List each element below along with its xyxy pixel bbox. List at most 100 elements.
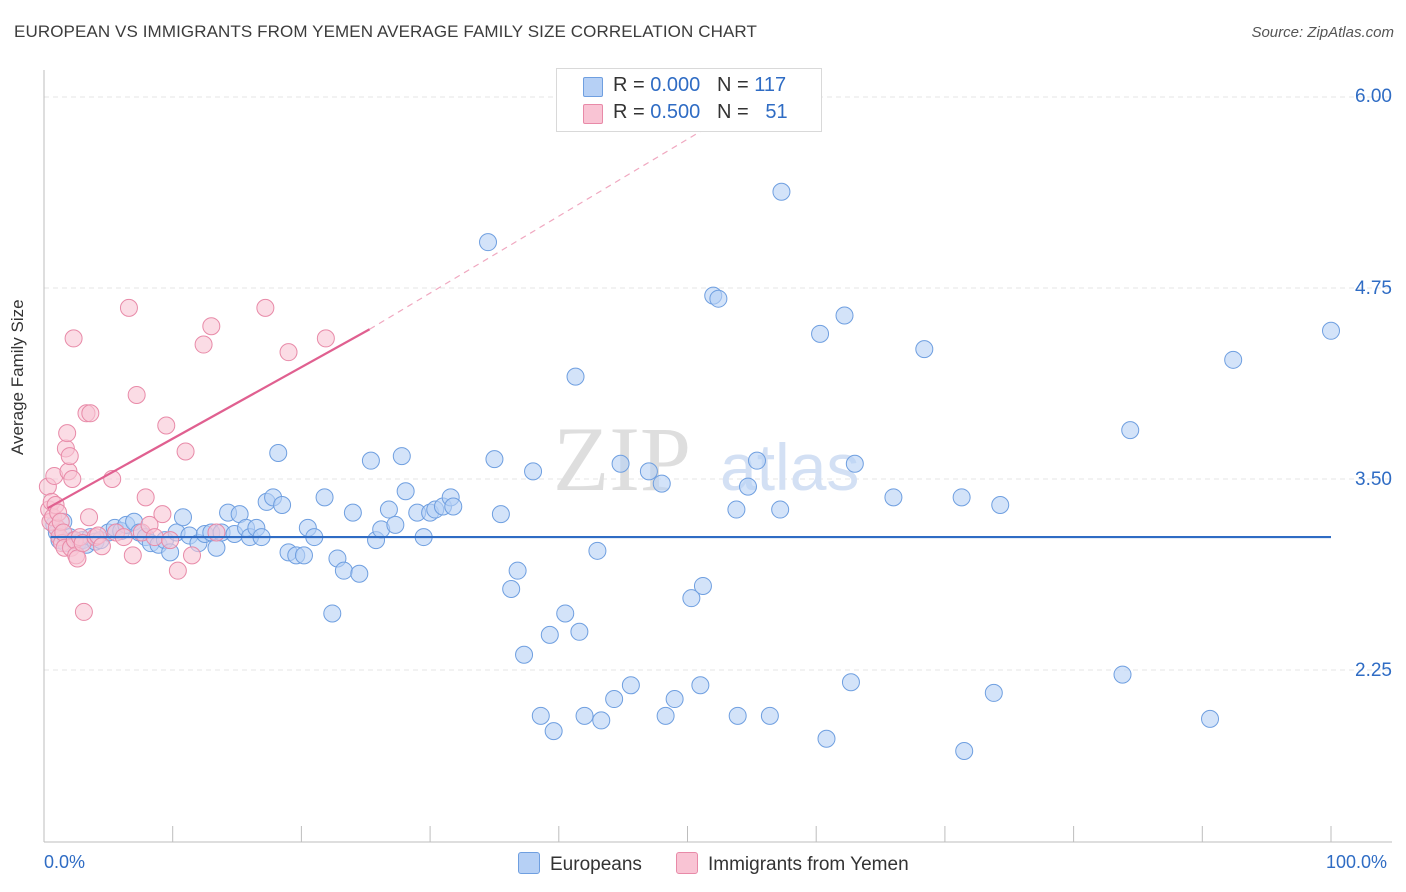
point-europeans: [515, 645, 534, 664]
point-yemen: [127, 385, 146, 404]
point-europeans: [508, 561, 527, 580]
point-europeans: [294, 546, 313, 565]
legend-item-yemen: Immigrants from Yemen: [676, 852, 909, 876]
point-europeans: [531, 706, 550, 725]
point-yemen: [60, 447, 79, 466]
point-europeans: [835, 306, 854, 325]
legend-n-label: N =: [716, 74, 755, 96]
legend-r-label: R =: [613, 74, 651, 96]
point-europeans: [386, 515, 405, 534]
point-europeans: [343, 503, 362, 522]
x-tick-label-min: 0.0%: [44, 852, 86, 872]
point-europeans: [570, 622, 589, 641]
axes: [43, 70, 1392, 843]
point-europeans: [652, 474, 671, 493]
point-yemen: [68, 549, 87, 568]
legend-item-europeans: Europeans: [518, 852, 642, 876]
point-europeans: [269, 444, 288, 463]
point-yemen: [279, 343, 298, 362]
legend-label-europeans: Europeans: [550, 854, 642, 875]
series-yemen: [38, 298, 335, 621]
point-yemen: [256, 298, 275, 317]
point-europeans: [747, 451, 766, 470]
point-europeans: [392, 447, 411, 466]
point-yemen: [183, 546, 202, 565]
legend-n-value: 117: [754, 74, 787, 96]
point-yemen: [92, 537, 111, 556]
point-europeans: [334, 561, 353, 580]
point-europeans: [709, 289, 728, 308]
point-europeans: [772, 182, 791, 201]
point-europeans: [691, 676, 710, 695]
point-yemen: [64, 329, 83, 348]
point-europeans: [811, 324, 830, 343]
point-yemen: [176, 442, 195, 461]
point-yemen: [63, 470, 82, 488]
point-europeans: [841, 673, 860, 692]
point-europeans: [1121, 421, 1140, 440]
legend-n-label: N =: [716, 101, 755, 123]
point-europeans: [1113, 665, 1132, 684]
point-yemen: [207, 523, 226, 542]
point-yemen: [194, 335, 213, 354]
point-yemen: [202, 317, 221, 336]
trend-line-yemen: [47, 328, 371, 509]
watermark-atlas: atlas: [720, 430, 859, 504]
point-europeans: [379, 500, 398, 519]
gridlines: [44, 96, 1392, 671]
point-europeans: [771, 500, 790, 519]
legend-swatch-blue: [583, 77, 603, 97]
legend-swatch-europeans: [518, 852, 540, 874]
point-europeans: [173, 508, 192, 527]
point-europeans: [727, 500, 746, 519]
point-europeans: [605, 690, 624, 709]
point-europeans: [491, 505, 510, 524]
point-europeans: [524, 462, 543, 481]
point-yemen: [157, 416, 176, 435]
point-europeans: [915, 340, 934, 359]
point-europeans: [621, 676, 640, 695]
point-europeans: [955, 741, 974, 760]
y-axis-label: Average Family Size: [8, 299, 27, 455]
legend-r-value: 0.000: [650, 74, 701, 96]
point-europeans: [315, 488, 334, 507]
point-europeans: [502, 580, 521, 599]
point-europeans: [485, 450, 504, 469]
point-europeans: [592, 711, 611, 730]
legend-swatch-pink: [583, 104, 603, 124]
point-europeans: [884, 488, 903, 507]
legend-swatch-yemen: [676, 852, 698, 874]
point-europeans: [544, 722, 563, 741]
point-europeans: [350, 564, 369, 583]
y-tick-label: 2.25: [1355, 660, 1392, 681]
series-europeans: [45, 182, 1340, 760]
point-europeans: [760, 706, 779, 725]
x-tick-label-max: 100.0%: [1326, 852, 1388, 872]
point-europeans: [540, 625, 559, 644]
source-label: Source: ZipAtlas.com: [1251, 24, 1394, 41]
point-europeans: [656, 706, 675, 725]
point-europeans: [1322, 321, 1340, 340]
point-europeans: [728, 706, 747, 725]
point-europeans: [639, 462, 658, 481]
chart-title: EUROPEAN VS IMMIGRANTS FROM YEMEN AVERAG…: [14, 22, 757, 41]
point-europeans: [682, 589, 701, 608]
point-yemen: [119, 298, 138, 317]
point-europeans: [323, 604, 342, 623]
point-europeans: [479, 233, 498, 252]
point-europeans: [207, 538, 226, 557]
point-yemen: [153, 505, 172, 524]
legend-r-value: 0.500: [650, 101, 701, 123]
point-europeans: [738, 477, 757, 496]
point-yemen: [123, 546, 142, 565]
point-europeans: [566, 367, 585, 386]
point-europeans: [991, 495, 1010, 514]
point-europeans: [444, 497, 463, 516]
legend-label-yemen: Immigrants from Yemen: [708, 854, 909, 875]
legend-n-value: 51: [765, 101, 788, 123]
point-yemen: [168, 561, 187, 580]
trend-line-yemen-extension: [369, 111, 733, 330]
point-yemen: [81, 404, 100, 423]
point-europeans: [817, 729, 836, 748]
point-yemen: [74, 602, 93, 621]
